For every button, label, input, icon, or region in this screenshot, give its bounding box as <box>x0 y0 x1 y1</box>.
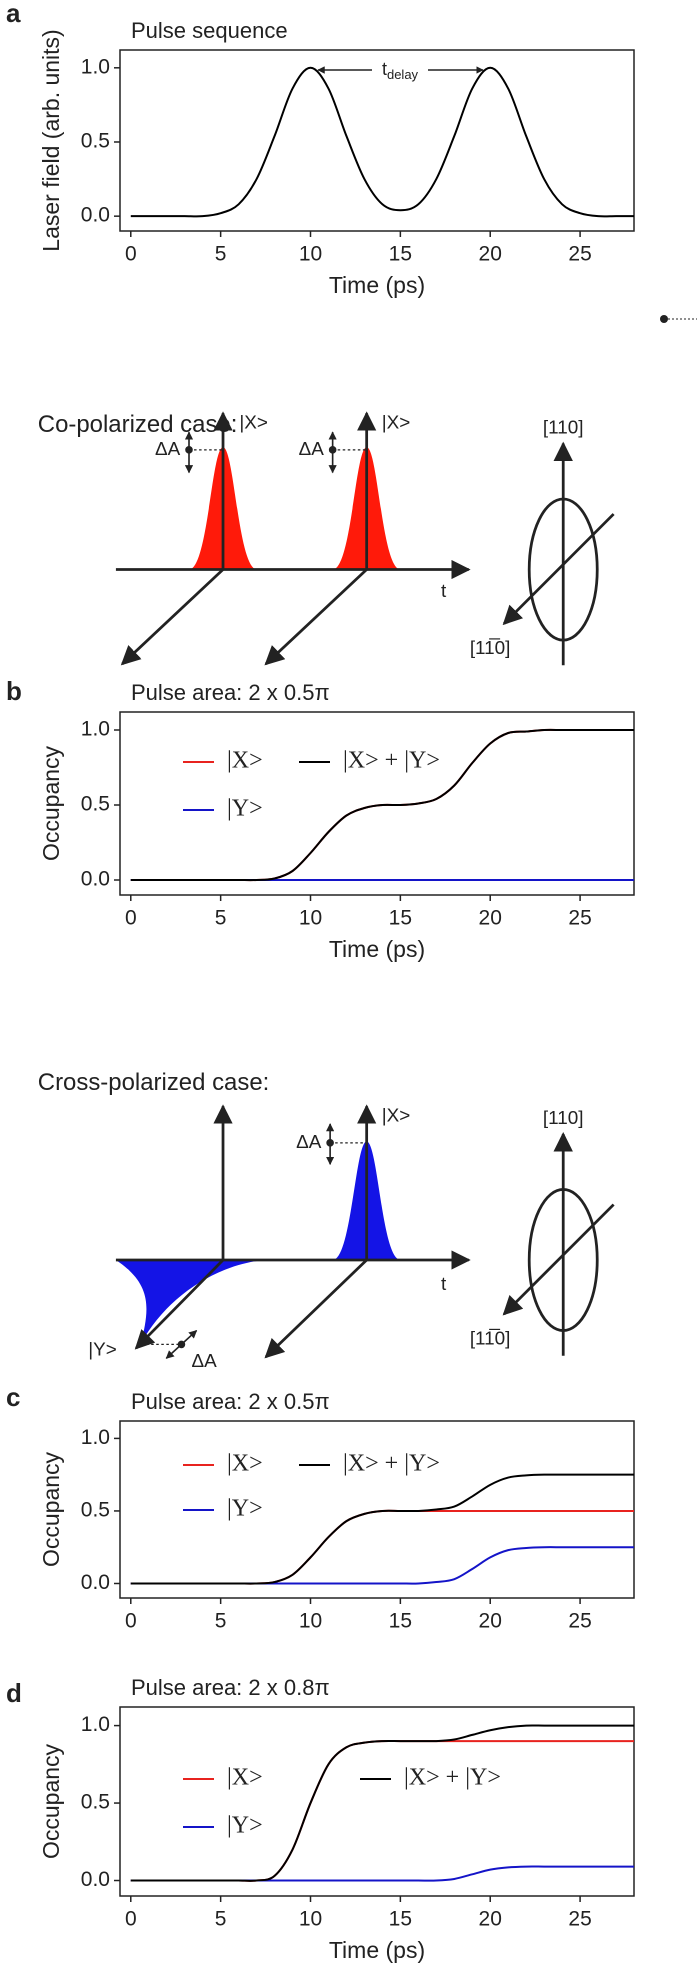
y-tick-label: 1.0 <box>81 55 110 78</box>
y-tick-label: 0.0 <box>81 204 110 227</box>
delta-label: ΔA <box>192 1351 218 1372</box>
crystal-axis: [11̅0] <box>470 638 511 659</box>
panel-label: d <box>6 1678 22 1708</box>
y-axis-label: Occupancy <box>38 745 64 861</box>
x-tick-label: 25 <box>568 907 591 930</box>
y-tick-label: 0.0 <box>81 1868 110 1891</box>
x-tick-label: 25 <box>568 1610 591 1633</box>
x-tick-label: 5 <box>215 907 227 930</box>
x-tick-label: 5 <box>215 1908 227 1931</box>
legend-label: |X> + |Y> <box>343 1451 440 1477</box>
y-axis-label: Laser field (arb. units) <box>38 29 64 251</box>
x-tick-label: 0 <box>125 907 137 930</box>
x-axis-label: Time (ps) <box>329 936 425 962</box>
chart-title: Pulse sequence <box>131 18 288 43</box>
delay-sub: delay <box>387 67 419 82</box>
x-tick-label: 25 <box>568 243 591 266</box>
chart-title: Pulse area: 2 x 0.5π <box>131 680 330 705</box>
series-line <box>130 1739 634 1882</box>
state-label: |Y> <box>88 1340 117 1361</box>
x-tick-label: 20 <box>479 1610 502 1633</box>
panel-label: c <box>6 1382 20 1412</box>
x-tick-label: 0 <box>125 243 137 266</box>
x-tick-label: 20 <box>479 907 502 930</box>
x-tick-label: 0 <box>125 1610 137 1633</box>
cross-polarized-diagram: Cross-polarized case: |X> |Y> ΔA ΔA t [1… <box>38 1069 615 1372</box>
delta-label: ΔA <box>296 1132 322 1153</box>
plot-frame <box>119 1706 635 1897</box>
series-line <box>130 728 634 882</box>
legend-label: |X> + |Y> <box>404 1765 501 1791</box>
x-axis-label: Time (ps) <box>329 1937 425 1963</box>
y-tick-label: 1.0 <box>81 718 110 741</box>
chart-title: Pulse area: 2 x 0.5π <box>131 1389 330 1414</box>
delay-label: tdelay <box>382 59 419 83</box>
plot-frame <box>119 49 635 232</box>
x-tick-label: 15 <box>389 907 412 930</box>
series-line <box>130 1473 634 1585</box>
series-line <box>130 1865 634 1882</box>
state-label: |X> <box>382 1105 411 1126</box>
crystal-axis: [110] <box>543 1108 584 1129</box>
legend-label: |X> + |Y> <box>343 748 440 774</box>
y-tick-label: 0.5 <box>81 793 110 816</box>
x-tick-label: 5 <box>215 243 227 266</box>
legend-label: |Y> <box>227 796 263 822</box>
legend-label: |Y> <box>227 1496 263 1522</box>
axis-label: t <box>441 581 447 602</box>
legend-label: |X> <box>227 1765 263 1791</box>
y-tick-label: 0.5 <box>81 1791 110 1814</box>
y-tick-label: 0.0 <box>81 868 110 891</box>
delta-label: ΔA <box>155 439 181 460</box>
x-tick-label: 20 <box>479 243 502 266</box>
plot-frame <box>119 1420 635 1599</box>
panel-label: a <box>6 0 21 28</box>
series-line <box>130 1724 634 1882</box>
state-label: |X> <box>382 412 411 433</box>
delta-label: ΔA <box>299 439 325 460</box>
plot-frame <box>119 711 635 896</box>
x-tick-label: 10 <box>299 1908 322 1931</box>
x-tick-label: 10 <box>299 1610 322 1633</box>
x-tick-label: 20 <box>479 1908 502 1931</box>
legend-label: |X> <box>227 748 263 774</box>
axis-label: t <box>441 1274 447 1295</box>
x-tick-label: 15 <box>389 1610 412 1633</box>
diagram-title: Cross-polarized case: <box>38 1069 269 1096</box>
legend-label: |Y> <box>227 1813 263 1839</box>
x-tick-label: 15 <box>389 1908 412 1931</box>
t-delay-annotation: tdelay <box>317 59 484 83</box>
y-tick-label: 0.5 <box>81 130 110 153</box>
y-tick-label: 0.5 <box>81 1498 110 1521</box>
crystal-axis: [11̅0] <box>470 1328 511 1349</box>
x-axis-label: Time (ps) <box>329 272 425 298</box>
legend-label: |X> <box>227 1451 263 1477</box>
y-tick-label: 0.0 <box>81 1571 110 1594</box>
y-axis-label: Occupancy <box>38 1743 64 1859</box>
delay-main: t <box>382 59 387 79</box>
y-tick-label: 1.0 <box>81 1713 110 1736</box>
panel-label: b <box>6 676 22 706</box>
x-tick-label: 10 <box>299 243 322 266</box>
series-line <box>130 66 634 218</box>
series-line <box>130 1546 634 1585</box>
y-axis-label: Occupancy <box>38 1451 64 1567</box>
chart-title: Pulse area: 2 x 0.8π <box>131 1675 330 1700</box>
x-tick-label: 25 <box>568 1908 591 1931</box>
x-tick-label: 15 <box>389 243 412 266</box>
x-tick-label: 0 <box>125 1908 137 1931</box>
marker-dot <box>660 315 697 323</box>
co-polarized-diagram: Co-polarized case: |X> |X> ΔA ΔA t [110]… <box>38 411 615 666</box>
diagram-title: Co-polarized case: <box>38 411 238 438</box>
state-label: |X> <box>239 412 268 433</box>
y-tick-label: 1.0 <box>81 1426 110 1449</box>
crystal-axis: [110] <box>543 417 584 438</box>
x-tick-label: 5 <box>215 1610 227 1633</box>
x-tick-label: 10 <box>299 907 322 930</box>
